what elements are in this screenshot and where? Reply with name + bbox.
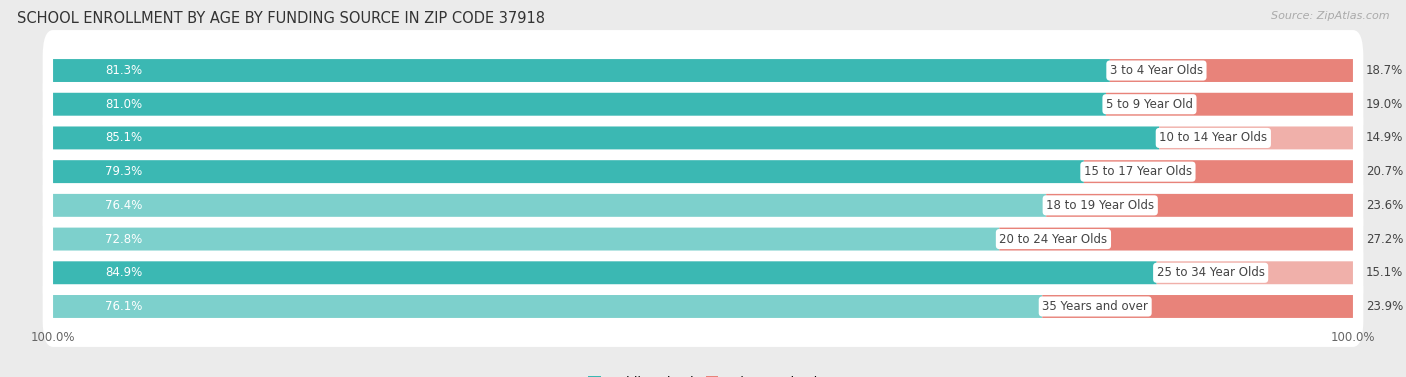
FancyBboxPatch shape: [53, 93, 1107, 116]
FancyBboxPatch shape: [1157, 261, 1353, 284]
FancyBboxPatch shape: [53, 194, 1046, 217]
Text: 18.7%: 18.7%: [1367, 64, 1403, 77]
Text: 76.4%: 76.4%: [105, 199, 142, 212]
Text: 3 to 4 Year Olds: 3 to 4 Year Olds: [1109, 64, 1204, 77]
FancyBboxPatch shape: [42, 266, 1364, 347]
Text: 35 Years and over: 35 Years and over: [1042, 300, 1149, 313]
FancyBboxPatch shape: [53, 126, 1160, 149]
FancyBboxPatch shape: [1046, 194, 1353, 217]
FancyBboxPatch shape: [42, 64, 1364, 145]
FancyBboxPatch shape: [1109, 59, 1353, 82]
FancyBboxPatch shape: [42, 199, 1364, 279]
FancyBboxPatch shape: [1000, 228, 1353, 251]
Text: 5 to 9 Year Old: 5 to 9 Year Old: [1107, 98, 1192, 111]
FancyBboxPatch shape: [42, 131, 1364, 212]
Text: 25 to 34 Year Olds: 25 to 34 Year Olds: [1157, 266, 1264, 279]
FancyBboxPatch shape: [1107, 93, 1353, 116]
Text: 76.1%: 76.1%: [105, 300, 142, 313]
FancyBboxPatch shape: [42, 30, 1364, 111]
Text: 20.7%: 20.7%: [1367, 165, 1403, 178]
FancyBboxPatch shape: [42, 165, 1364, 246]
Text: 81.0%: 81.0%: [105, 98, 142, 111]
Text: 23.6%: 23.6%: [1367, 199, 1403, 212]
FancyBboxPatch shape: [1042, 295, 1353, 318]
Text: 14.9%: 14.9%: [1367, 132, 1403, 144]
Text: 18 to 19 Year Olds: 18 to 19 Year Olds: [1046, 199, 1154, 212]
Text: 81.3%: 81.3%: [105, 64, 142, 77]
Legend: Public School, Private School: Public School, Private School: [588, 375, 818, 377]
Text: 100.0%: 100.0%: [1330, 331, 1375, 344]
Text: 27.2%: 27.2%: [1367, 233, 1403, 245]
Text: 85.1%: 85.1%: [105, 132, 142, 144]
FancyBboxPatch shape: [53, 228, 1000, 251]
FancyBboxPatch shape: [53, 261, 1157, 284]
Text: 15 to 17 Year Olds: 15 to 17 Year Olds: [1084, 165, 1192, 178]
FancyBboxPatch shape: [42, 232, 1364, 313]
FancyBboxPatch shape: [1160, 126, 1353, 149]
Text: 10 to 14 Year Olds: 10 to 14 Year Olds: [1160, 132, 1267, 144]
Text: 23.9%: 23.9%: [1367, 300, 1403, 313]
Text: 15.1%: 15.1%: [1367, 266, 1403, 279]
Text: 72.8%: 72.8%: [105, 233, 142, 245]
FancyBboxPatch shape: [53, 59, 1109, 82]
FancyBboxPatch shape: [1084, 160, 1353, 183]
Text: 19.0%: 19.0%: [1367, 98, 1403, 111]
Text: 79.3%: 79.3%: [105, 165, 142, 178]
FancyBboxPatch shape: [53, 160, 1084, 183]
Text: Source: ZipAtlas.com: Source: ZipAtlas.com: [1271, 11, 1389, 21]
Text: SCHOOL ENROLLMENT BY AGE BY FUNDING SOURCE IN ZIP CODE 37918: SCHOOL ENROLLMENT BY AGE BY FUNDING SOUR…: [17, 11, 546, 26]
Text: 20 to 24 Year Olds: 20 to 24 Year Olds: [1000, 233, 1108, 245]
Text: 100.0%: 100.0%: [31, 331, 76, 344]
FancyBboxPatch shape: [42, 98, 1364, 178]
Text: 84.9%: 84.9%: [105, 266, 142, 279]
FancyBboxPatch shape: [53, 295, 1042, 318]
